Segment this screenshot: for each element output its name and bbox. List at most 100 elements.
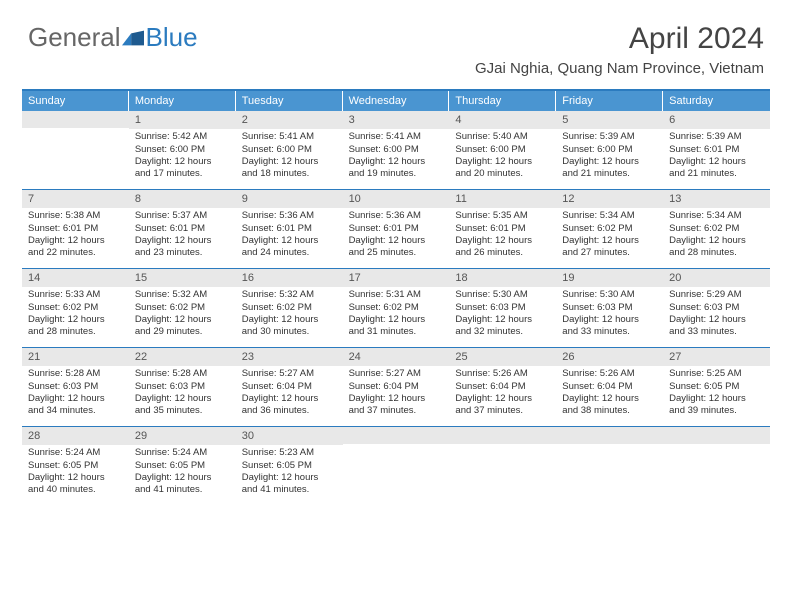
day-number: 25 — [449, 348, 556, 366]
day-number: 12 — [556, 190, 663, 208]
day-info-line: Sunset: 6:01 PM — [135, 223, 230, 235]
day-info-line: Sunset: 6:03 PM — [455, 302, 550, 314]
day-info-line: Sunrise: 5:29 AM — [669, 289, 764, 301]
day-info-line: Daylight: 12 hours and 32 minutes. — [455, 314, 550, 339]
header: General Blue April 2024 GJai Nghia, Quan… — [0, 0, 792, 77]
day-number: 13 — [663, 190, 770, 208]
day-info-line: Daylight: 12 hours and 40 minutes. — [28, 472, 123, 497]
day-info-line: Sunset: 6:02 PM — [28, 302, 123, 314]
calendar-cell — [22, 111, 129, 189]
day-info-line: Sunset: 6:05 PM — [242, 460, 337, 472]
day-body — [343, 444, 450, 450]
day-info-line: Sunrise: 5:39 AM — [669, 131, 764, 143]
day-info-line: Sunrise: 5:23 AM — [242, 447, 337, 459]
calendar-cell: 6Sunrise: 5:39 AMSunset: 6:01 PMDaylight… — [663, 111, 770, 189]
calendar-cell: 22Sunrise: 5:28 AMSunset: 6:03 PMDayligh… — [129, 348, 236, 426]
day-body: Sunrise: 5:34 AMSunset: 6:02 PMDaylight:… — [556, 208, 663, 263]
day-info-line: Sunrise: 5:40 AM — [455, 131, 550, 143]
day-body: Sunrise: 5:41 AMSunset: 6:00 PMDaylight:… — [343, 129, 450, 184]
day-info-line: Sunset: 6:02 PM — [349, 302, 444, 314]
day-number — [449, 427, 556, 444]
day-number: 6 — [663, 111, 770, 129]
calendar: SundayMondayTuesdayWednesdayThursdayFrid… — [22, 89, 770, 505]
day-info-line: Daylight: 12 hours and 37 minutes. — [349, 393, 444, 418]
day-info-line: Sunrise: 5:38 AM — [28, 210, 123, 222]
day-info-line: Sunrise: 5:27 AM — [242, 368, 337, 380]
calendar-cell — [663, 427, 770, 505]
dow-header: Thursday — [449, 91, 556, 111]
brand-part1: General — [28, 22, 121, 53]
day-number: 28 — [22, 427, 129, 445]
day-body: Sunrise: 5:30 AMSunset: 6:03 PMDaylight:… — [449, 287, 556, 342]
day-info-line: Sunrise: 5:27 AM — [349, 368, 444, 380]
day-info-line: Sunset: 6:01 PM — [669, 144, 764, 156]
day-info-line: Sunrise: 5:26 AM — [562, 368, 657, 380]
brand-logo-icon — [121, 22, 144, 53]
calendar-week: 21Sunrise: 5:28 AMSunset: 6:03 PMDayligh… — [22, 347, 770, 426]
day-info-line: Daylight: 12 hours and 28 minutes. — [28, 314, 123, 339]
day-number: 20 — [663, 269, 770, 287]
day-info-line: Sunset: 6:05 PM — [669, 381, 764, 393]
dow-header: Friday — [556, 91, 663, 111]
brand-part2: Blue — [146, 22, 198, 53]
brand-logo: General Blue — [28, 22, 198, 53]
day-number: 4 — [449, 111, 556, 129]
day-info-line: Sunrise: 5:36 AM — [349, 210, 444, 222]
day-info-line: Sunrise: 5:30 AM — [455, 289, 550, 301]
day-body: Sunrise: 5:24 AMSunset: 6:05 PMDaylight:… — [129, 445, 236, 500]
dow-header: Monday — [129, 91, 236, 111]
day-info-line: Daylight: 12 hours and 39 minutes. — [669, 393, 764, 418]
calendar-cell: 21Sunrise: 5:28 AMSunset: 6:03 PMDayligh… — [22, 348, 129, 426]
day-info-line: Daylight: 12 hours and 41 minutes. — [242, 472, 337, 497]
day-info-line: Sunrise: 5:36 AM — [242, 210, 337, 222]
day-info-line: Sunrise: 5:32 AM — [242, 289, 337, 301]
day-info-line: Sunrise: 5:24 AM — [28, 447, 123, 459]
day-info-line: Sunset: 6:02 PM — [562, 223, 657, 235]
calendar-cell: 2Sunrise: 5:41 AMSunset: 6:00 PMDaylight… — [236, 111, 343, 189]
day-body: Sunrise: 5:34 AMSunset: 6:02 PMDaylight:… — [663, 208, 770, 263]
calendar-cell: 18Sunrise: 5:30 AMSunset: 6:03 PMDayligh… — [449, 269, 556, 347]
location-text: GJai Nghia, Quang Nam Province, Vietnam — [475, 60, 764, 77]
day-body: Sunrise: 5:36 AMSunset: 6:01 PMDaylight:… — [236, 208, 343, 263]
calendar-cell: 25Sunrise: 5:26 AMSunset: 6:04 PMDayligh… — [449, 348, 556, 426]
day-info-line: Sunrise: 5:26 AM — [455, 368, 550, 380]
day-info-line: Daylight: 12 hours and 29 minutes. — [135, 314, 230, 339]
calendar-cell: 19Sunrise: 5:30 AMSunset: 6:03 PMDayligh… — [556, 269, 663, 347]
calendar-cell: 29Sunrise: 5:24 AMSunset: 6:05 PMDayligh… — [129, 427, 236, 505]
day-number: 1 — [129, 111, 236, 129]
day-number: 22 — [129, 348, 236, 366]
day-info-line: Sunset: 6:02 PM — [135, 302, 230, 314]
day-number: 7 — [22, 190, 129, 208]
day-body: Sunrise: 5:40 AMSunset: 6:00 PMDaylight:… — [449, 129, 556, 184]
calendar-cell: 16Sunrise: 5:32 AMSunset: 6:02 PMDayligh… — [236, 269, 343, 347]
day-info-line: Sunset: 6:05 PM — [28, 460, 123, 472]
calendar-cell: 9Sunrise: 5:36 AMSunset: 6:01 PMDaylight… — [236, 190, 343, 268]
day-info-line: Sunset: 6:03 PM — [135, 381, 230, 393]
day-body: Sunrise: 5:38 AMSunset: 6:01 PMDaylight:… — [22, 208, 129, 263]
calendar-cell: 23Sunrise: 5:27 AMSunset: 6:04 PMDayligh… — [236, 348, 343, 426]
day-info-line: Sunrise: 5:37 AM — [135, 210, 230, 222]
day-body: Sunrise: 5:28 AMSunset: 6:03 PMDaylight:… — [22, 366, 129, 421]
day-info-line: Daylight: 12 hours and 17 minutes. — [135, 156, 230, 181]
day-number: 21 — [22, 348, 129, 366]
day-info-line: Daylight: 12 hours and 38 minutes. — [562, 393, 657, 418]
calendar-week: 14Sunrise: 5:33 AMSunset: 6:02 PMDayligh… — [22, 268, 770, 347]
day-body: Sunrise: 5:26 AMSunset: 6:04 PMDaylight:… — [449, 366, 556, 421]
day-number: 2 — [236, 111, 343, 129]
day-info-line: Daylight: 12 hours and 20 minutes. — [455, 156, 550, 181]
day-number: 5 — [556, 111, 663, 129]
day-info-line: Sunrise: 5:28 AM — [28, 368, 123, 380]
calendar-cell: 12Sunrise: 5:34 AMSunset: 6:02 PMDayligh… — [556, 190, 663, 268]
day-body: Sunrise: 5:32 AMSunset: 6:02 PMDaylight:… — [236, 287, 343, 342]
day-number: 26 — [556, 348, 663, 366]
day-body — [449, 444, 556, 450]
day-info-line: Sunrise: 5:34 AM — [562, 210, 657, 222]
day-info-line: Sunrise: 5:28 AM — [135, 368, 230, 380]
day-info-line: Daylight: 12 hours and 31 minutes. — [349, 314, 444, 339]
calendar-cell — [449, 427, 556, 505]
day-body: Sunrise: 5:30 AMSunset: 6:03 PMDaylight:… — [556, 287, 663, 342]
calendar-cell: 27Sunrise: 5:25 AMSunset: 6:05 PMDayligh… — [663, 348, 770, 426]
day-number: 19 — [556, 269, 663, 287]
day-info-line: Sunset: 6:05 PM — [135, 460, 230, 472]
calendar-cell: 17Sunrise: 5:31 AMSunset: 6:02 PMDayligh… — [343, 269, 450, 347]
